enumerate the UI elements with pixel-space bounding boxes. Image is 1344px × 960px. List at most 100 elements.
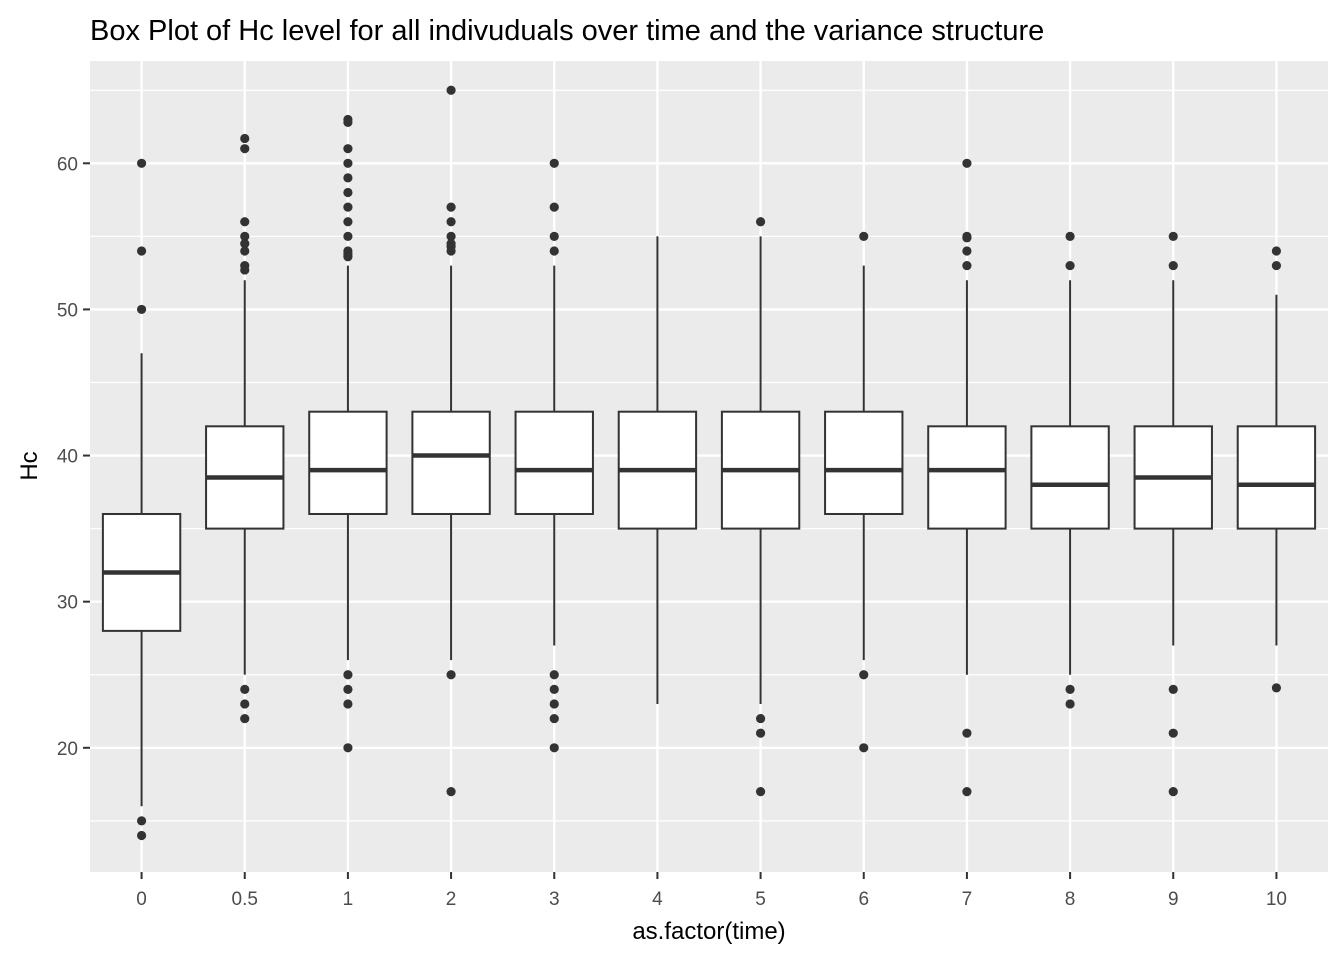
- box-4: [617, 236, 698, 704]
- outlier-point: [446, 231, 456, 241]
- x-tick-label: 0: [136, 889, 147, 910]
- outlier-point: [549, 158, 559, 168]
- outlier-point: [240, 239, 250, 249]
- outlier-point: [1271, 683, 1282, 693]
- outlier-point: [446, 670, 456, 680]
- box-7: [927, 158, 1007, 797]
- box-0: [101, 158, 182, 841]
- outlier-point: [240, 231, 250, 241]
- chart-title: Box Plot of Hc level for all indivuduals…: [90, 15, 1044, 47]
- outlier-point: [343, 187, 353, 198]
- outlier-point: [240, 246, 250, 256]
- outlier-point: [549, 231, 559, 241]
- outlier-point: [343, 158, 353, 168]
- outlier-point: [240, 133, 250, 144]
- outlier-point: [962, 246, 972, 256]
- outlier-point: [549, 743, 559, 753]
- outlier-point: [1271, 260, 1282, 271]
- outlier-point: [549, 699, 559, 709]
- x-tick-label: 1: [343, 889, 354, 910]
- outlier-point: [549, 246, 559, 256]
- outlier-point: [755, 713, 766, 724]
- outlier-point: [446, 85, 456, 95]
- box-10: [1236, 246, 1317, 693]
- outlier-point: [446, 787, 456, 797]
- x-tick-label: 0.5: [232, 889, 258, 910]
- outlier-point: [343, 699, 353, 709]
- outlier-point: [1168, 728, 1178, 738]
- outlier-point: [962, 233, 972, 243]
- x-tick-label: 6: [858, 889, 869, 910]
- outlier-point: [343, 684, 353, 694]
- outlier-point: [240, 217, 250, 227]
- boxes: [101, 85, 1317, 841]
- outlier-point: [136, 830, 147, 841]
- box-1: [308, 114, 388, 753]
- outlier-point: [343, 670, 353, 680]
- outlier-point: [755, 787, 766, 797]
- outlier-point: [1065, 260, 1075, 271]
- box-5: [720, 217, 801, 797]
- box-iqr: [514, 410, 594, 515]
- outlier-point: [446, 202, 456, 212]
- outlier-point: [343, 117, 353, 127]
- outlier-point: [962, 787, 972, 797]
- outlier-point: [240, 713, 250, 724]
- outlier-point: [549, 713, 559, 724]
- outlier-point: [446, 246, 456, 256]
- outlier-point: [136, 246, 147, 256]
- outlier-point: [343, 743, 353, 753]
- outlier-point: [343, 202, 353, 212]
- box-9: [1133, 231, 1213, 797]
- outlier-point: [136, 304, 147, 315]
- x-tick-label: 10: [1266, 889, 1287, 910]
- outlier-point: [1168, 260, 1178, 271]
- box-3: [514, 158, 594, 753]
- x-tick-label: 8: [1065, 889, 1076, 910]
- outlier-point: [859, 743, 869, 753]
- outlier-point: [549, 670, 559, 680]
- outlier-point: [446, 217, 456, 227]
- y-tick-label: 30: [57, 593, 78, 614]
- outlier-point: [343, 252, 353, 262]
- outlier-point: [343, 144, 353, 154]
- outlier-point: [755, 728, 766, 738]
- box-8: [1030, 231, 1110, 709]
- plot-panel: [90, 61, 1328, 872]
- x-axis-title: as.factor(time): [632, 918, 785, 945]
- outlier-point: [343, 217, 353, 227]
- box-iqr: [824, 410, 904, 515]
- outlier-point: [343, 231, 353, 241]
- box-iqr: [927, 425, 1007, 530]
- box-6: [824, 231, 904, 753]
- axes: 20 30 40 50 60 0 0.5 1 2 3 4 5 6 7 8 9 10: [57, 154, 1287, 910]
- outlier-point: [1168, 231, 1178, 241]
- box-iqr: [411, 410, 491, 515]
- outlier-point: [240, 684, 250, 694]
- y-tick-label: 60: [57, 154, 78, 175]
- outlier-point: [1168, 787, 1178, 797]
- x-tick-label: 5: [755, 889, 766, 910]
- outlier-point: [1065, 231, 1075, 241]
- box-iqr: [308, 410, 388, 515]
- x-tick-label: 3: [549, 889, 560, 910]
- outlier-point: [962, 158, 972, 168]
- outlier-point: [240, 265, 250, 275]
- x-tick-label: 9: [1168, 889, 1179, 910]
- y-tick-label: 40: [57, 447, 78, 468]
- outlier-point: [1065, 699, 1075, 709]
- box-0.5: [205, 133, 285, 724]
- box-iqr: [1030, 425, 1110, 530]
- outlier-point: [859, 231, 869, 241]
- box-2: [411, 85, 491, 797]
- outlier-point: [240, 699, 250, 709]
- y-tick-label: 20: [57, 739, 78, 760]
- outlier-point: [755, 217, 766, 227]
- outlier-point: [962, 260, 972, 271]
- outlier-point: [343, 173, 353, 183]
- x-tick-label: 2: [446, 889, 457, 910]
- y-axis-title: Hc: [16, 451, 43, 480]
- outlier-point: [1271, 246, 1282, 256]
- outlier-point: [962, 728, 972, 738]
